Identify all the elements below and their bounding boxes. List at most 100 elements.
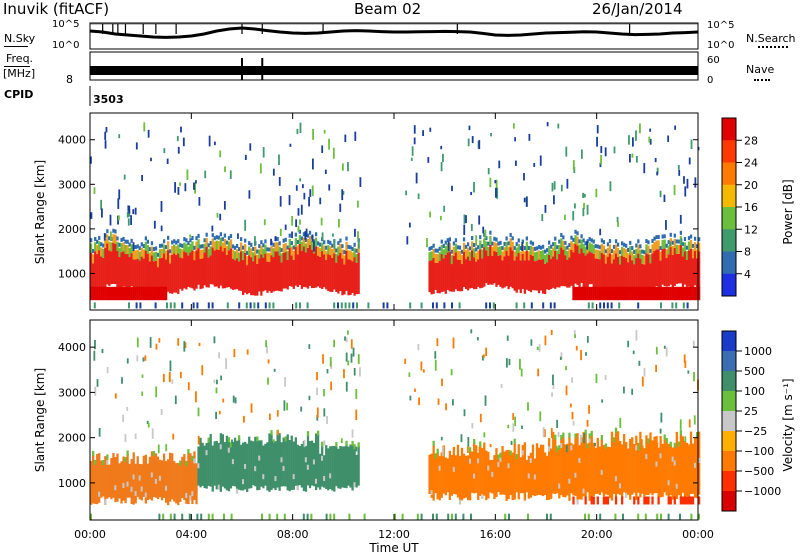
power-cell bbox=[126, 245, 129, 255]
velocity-cell bbox=[660, 412, 663, 423]
power-cell bbox=[183, 237, 186, 242]
power-cell bbox=[582, 286, 585, 301]
power-cell bbox=[264, 253, 267, 291]
power-cell bbox=[244, 154, 247, 160]
power-cell bbox=[440, 145, 443, 150]
velocity-cell bbox=[304, 457, 308, 463]
velocity-cell bbox=[548, 438, 551, 500]
power-cell bbox=[173, 302, 176, 309]
velocity-cell bbox=[578, 445, 581, 500]
power-cell bbox=[354, 131, 357, 141]
velocity-cell bbox=[223, 442, 227, 489]
velocity-cell bbox=[667, 496, 670, 505]
power-cell bbox=[191, 241, 194, 251]
y-tick-label: 2000 bbox=[58, 223, 86, 236]
power-cell bbox=[606, 256, 610, 290]
power-cell bbox=[533, 261, 537, 291]
power-cell bbox=[420, 302, 423, 309]
power-cell bbox=[144, 250, 147, 292]
velocity-cell bbox=[90, 513, 92, 520]
velocity-cell bbox=[296, 485, 299, 491]
velocity-cell bbox=[227, 437, 231, 443]
velocity-cell bbox=[530, 339, 533, 346]
power-cell bbox=[132, 209, 135, 215]
power-cell bbox=[130, 238, 133, 243]
power-cell bbox=[618, 250, 622, 255]
velocity-cell bbox=[151, 428, 154, 439]
power-cell bbox=[329, 240, 332, 245]
velocity-cell bbox=[353, 368, 356, 376]
power-cell bbox=[541, 250, 545, 260]
power-cell bbox=[572, 243, 575, 253]
velocity-cell bbox=[96, 453, 99, 505]
colorbar-tick-label: 24 bbox=[744, 157, 758, 170]
power-cell bbox=[278, 255, 281, 292]
power-cell bbox=[511, 250, 514, 289]
nave-tick-top: 60 bbox=[707, 55, 720, 66]
velocity-cell bbox=[550, 329, 553, 336]
power-cell bbox=[595, 188, 598, 198]
velocity-cell bbox=[175, 463, 178, 504]
velocity-cell bbox=[191, 455, 194, 461]
velocity-cell bbox=[560, 352, 563, 360]
velocity-cell bbox=[535, 443, 539, 496]
power-cell bbox=[574, 229, 577, 234]
power-cell bbox=[164, 259, 168, 293]
power-cell bbox=[493, 251, 496, 284]
frequency-panel: 8 60 0 bbox=[66, 51, 720, 86]
power-cell bbox=[224, 166, 226, 173]
velocity-cell bbox=[126, 454, 129, 498]
power-cell bbox=[244, 219, 247, 231]
power-cell bbox=[562, 249, 565, 287]
power-cell bbox=[298, 243, 302, 286]
velocity-cell bbox=[276, 433, 279, 488]
power-cell bbox=[533, 252, 537, 262]
power-cell bbox=[100, 199, 103, 210]
power-cell bbox=[683, 237, 687, 242]
power-cell bbox=[96, 286, 99, 301]
freq-tick: 8 bbox=[66, 73, 73, 86]
power-cell bbox=[523, 172, 525, 181]
power-cell bbox=[135, 142, 138, 150]
power-cell bbox=[104, 131, 107, 140]
velocity-cell bbox=[468, 447, 472, 453]
velocity-cell bbox=[647, 442, 650, 496]
power-cell bbox=[345, 250, 348, 291]
colorbar-tick-label: 28 bbox=[744, 134, 758, 147]
power-cell bbox=[631, 137, 634, 147]
power-cell bbox=[280, 262, 283, 292]
power-cell bbox=[586, 286, 589, 301]
power-cell bbox=[134, 245, 137, 250]
velocity-cell bbox=[428, 454, 431, 495]
velocity-cell bbox=[185, 492, 188, 498]
power-cell bbox=[653, 286, 656, 301]
power-cell bbox=[299, 178, 302, 182]
velocity-cell bbox=[205, 443, 208, 489]
velocity-cell bbox=[554, 434, 557, 440]
velocity-cell bbox=[266, 442, 269, 491]
power-cell bbox=[667, 254, 670, 287]
power-cell bbox=[114, 234, 117, 244]
power-cell bbox=[663, 248, 666, 287]
power-cell bbox=[653, 241, 656, 251]
power-cell bbox=[270, 246, 273, 256]
power-cell bbox=[304, 231, 307, 240]
power-cell bbox=[335, 253, 338, 263]
power-cell bbox=[574, 203, 576, 209]
velocity-cell bbox=[565, 366, 567, 371]
power-cell bbox=[219, 237, 222, 247]
colorbar-segment bbox=[722, 118, 736, 141]
velocity-cell bbox=[187, 382, 190, 391]
velocity-cell bbox=[350, 339, 353, 349]
power-cell bbox=[189, 252, 192, 288]
power-colorbar-label: Power [dB] bbox=[781, 179, 795, 244]
velocity-cell bbox=[541, 444, 545, 497]
power-cell bbox=[645, 253, 648, 290]
power-cell bbox=[298, 229, 302, 234]
power-cell bbox=[683, 176, 685, 184]
power-cell bbox=[308, 196, 310, 207]
power-cell bbox=[244, 252, 247, 293]
velocity-cell bbox=[104, 456, 107, 505]
velocity-cell bbox=[94, 386, 97, 396]
power-cell bbox=[203, 243, 206, 253]
